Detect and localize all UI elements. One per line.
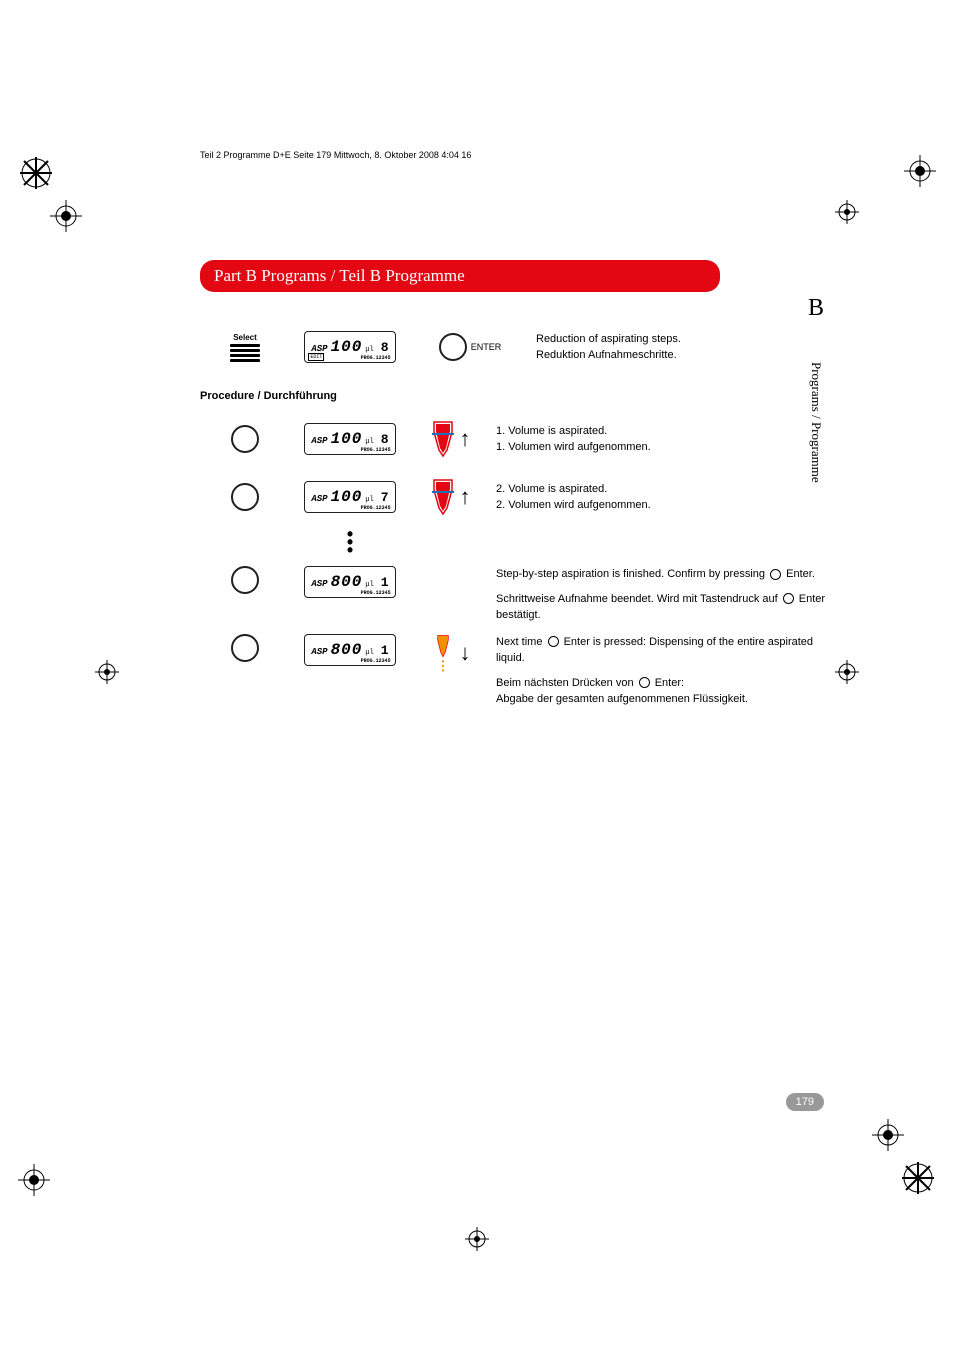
arrow-up-icon: ↑ [460, 426, 471, 452]
registration-mark [904, 155, 936, 187]
enter-button-icon [231, 634, 259, 662]
select-label: Select [233, 333, 257, 342]
lcd-display: ASP 800 μl 1 PROG.12345 [304, 566, 395, 598]
enter-button-icon [231, 483, 259, 511]
lcd-edit: EDIT [308, 353, 324, 361]
enter-inline-icon [548, 636, 559, 647]
pipette-tip-icon [430, 420, 456, 458]
crop-mark [465, 1227, 489, 1251]
registration-mark [50, 200, 82, 232]
enter-inline-icon [770, 569, 781, 580]
ellipsis-dots: ••• [200, 530, 500, 554]
enter-inline-icon [639, 677, 650, 688]
arrow-up-icon: ↑ [460, 484, 471, 510]
lcd-display: ASP 800 μl 1 PROG.12345 [304, 634, 395, 666]
step-row: Select ASP 100 μl 8 EDIT PROG.12345 ENTE… [200, 322, 840, 372]
lcd-display: ASP 100 μl 8 EDIT PROG.12345 [304, 331, 395, 363]
lcd-display: ASP 100 μl 7 PROG.12345 [304, 481, 395, 513]
color-registration-icon [900, 1160, 936, 1196]
step-text-de: 2. Volumen wird aufgenommen. [496, 497, 840, 514]
registration-mark [18, 1164, 50, 1196]
arrow-down-icon: ↓ [460, 640, 471, 666]
enter-label: ENTER [471, 342, 502, 352]
step-text-en: Step-by-step aspiration is finished. Con… [496, 566, 840, 583]
color-registration-icon [18, 155, 54, 191]
step-row: ASP 800 μl 1 PROG.12345 Step-by-step asp… [200, 566, 840, 624]
crop-mark [95, 660, 119, 684]
lcd-value: 100 [331, 338, 363, 356]
step-row: ASP 800 μl 1 PROG.12345 ↓ Next time Ente… [200, 634, 840, 708]
step-text-de: Reduktion Aufnahmeschritte. [536, 347, 840, 364]
lcd-prog: PROG.12345 [361, 355, 391, 361]
step-row: ASP 100 μl 8 PROG.12345 ↑ 1. Volume is a… [200, 414, 840, 464]
step-text-en: Reduction of aspirating steps. [536, 331, 840, 348]
lcd-step: 8 [381, 340, 389, 355]
procedure-heading: Procedure / Durchführung [200, 390, 840, 402]
file-header: Teil 2 Programme D+E Seite 179 Mittwoch,… [200, 150, 840, 160]
lcd-unit: μl [365, 346, 373, 354]
step-text-en: 1. Volume is aspirated. [496, 423, 840, 440]
enter-button-icon [439, 333, 467, 361]
step-text-de: Beim nächsten Drücken von Enter:Abgabe d… [496, 675, 840, 708]
enter-inline-icon [783, 593, 794, 604]
step-text-en: Next time Enter is pressed: Dispensing o… [496, 634, 840, 667]
page-number: 179 [786, 1093, 824, 1111]
enter-button-icon [231, 425, 259, 453]
step-text-en: 2. Volume is aspirated. [496, 481, 840, 498]
lcd-display: ASP 100 μl 8 PROG.12345 [304, 423, 395, 455]
section-banner: Part B Programs / Teil B Programme [200, 260, 720, 292]
step-row: ASP 100 μl 7 PROG.12345 ↑ 2. Volume is a… [200, 472, 840, 522]
enter-button-icon [231, 566, 259, 594]
pipette-tip-dispense-icon [430, 634, 456, 672]
pipette-tip-icon [430, 478, 456, 516]
step-text-de: Schrittweise Aufnahme beendet. Wird mit … [496, 591, 840, 624]
step-text-de: 1. Volumen wird aufgenommen. [496, 439, 840, 456]
select-button-icon [230, 344, 260, 362]
registration-mark [872, 1119, 904, 1151]
